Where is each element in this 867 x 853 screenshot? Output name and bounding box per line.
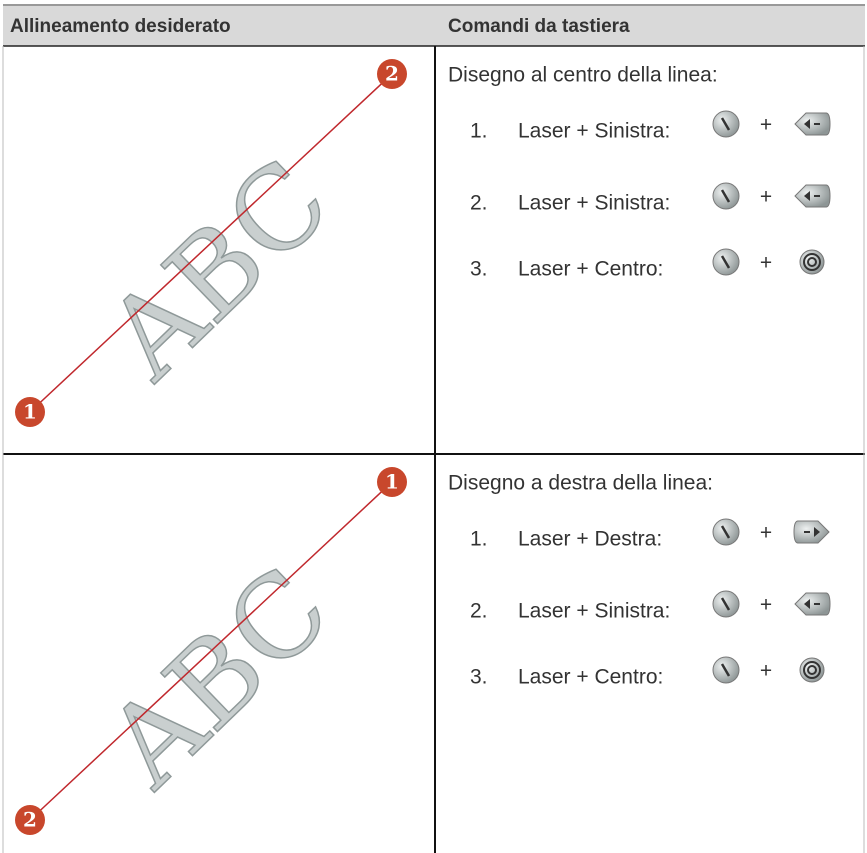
icon-shape: [793, 520, 830, 544]
icon-shape: [807, 257, 817, 267]
step-text: Laser + Centro:: [518, 258, 663, 281]
left-key-icon: [794, 112, 831, 136]
plus-sign: +: [760, 594, 772, 617]
plus-sign: +: [760, 252, 772, 275]
step-number: 2.: [470, 600, 488, 623]
plus-sign: +: [760, 186, 772, 209]
laser-key-icon: [712, 248, 740, 276]
center-key-icon: [799, 249, 825, 275]
plus-sign: +: [760, 522, 772, 545]
icon-shape: [803, 253, 821, 271]
step-number: 3.: [470, 258, 488, 281]
icon-shape: [814, 527, 820, 537]
header-cell: Comandi da tastiera: [448, 16, 630, 37]
icon-shape: [794, 184, 831, 208]
icon-shape: [720, 597, 731, 611]
icon-shape: [804, 191, 810, 201]
step-number: 2.: [470, 192, 488, 215]
step-number: 3.: [470, 666, 488, 689]
center-key-icon: [799, 657, 825, 683]
row-description: Disegno a destra della linea:: [448, 472, 713, 495]
step-text: Laser + Sinistra:: [518, 600, 670, 623]
laser-key-icon: [712, 590, 740, 618]
point-marker: [15, 805, 45, 835]
icon-shape: [794, 112, 831, 136]
plus-sign: +: [760, 114, 772, 137]
alignment-line: [29, 481, 393, 821]
plus-sign: +: [760, 660, 772, 683]
step-number: 1.: [470, 528, 488, 551]
left-key-icon: [794, 592, 831, 616]
embroidery-text: ABC: [83, 136, 355, 405]
icon-shape: [720, 189, 731, 203]
header-bg: [3, 5, 865, 46]
step-text: Laser + Sinistra:: [518, 120, 670, 143]
point-marker-label: 1: [385, 470, 399, 494]
point-marker: [15, 397, 45, 427]
icon-shape: [720, 525, 731, 539]
point-marker-label: 2: [23, 808, 37, 832]
row-description: Disegno al centro della linea:: [448, 64, 718, 87]
laser-key-icon: [712, 110, 740, 138]
point-marker-label: 1: [23, 400, 37, 424]
left-key-icon: [794, 184, 831, 208]
icon-shape: [794, 592, 831, 616]
laser-key-icon: [712, 518, 740, 546]
step-text: Laser + Sinistra:: [518, 192, 670, 215]
icon-shape: [804, 599, 810, 609]
laser-key-icon: [712, 656, 740, 684]
icon-shape: [803, 661, 821, 679]
step-text: Laser + Centro:: [518, 666, 663, 689]
icon-shape: [720, 255, 731, 269]
point-marker: [377, 59, 407, 89]
icon-shape: [804, 119, 810, 129]
icon-shape: [807, 665, 817, 675]
step-text: Laser + Destra:: [518, 528, 662, 551]
icon-shape: [720, 663, 731, 677]
point-marker-label: 2: [385, 62, 399, 86]
point-marker: [377, 467, 407, 497]
embroidery-text: ABC: [83, 544, 355, 813]
right-key-icon: [793, 520, 830, 544]
icon-shape: [720, 117, 731, 131]
laser-key-icon: [712, 182, 740, 210]
alignment-line: [29, 73, 393, 413]
header-cell: Allineamento desiderato: [10, 16, 231, 37]
step-number: 1.: [470, 120, 488, 143]
